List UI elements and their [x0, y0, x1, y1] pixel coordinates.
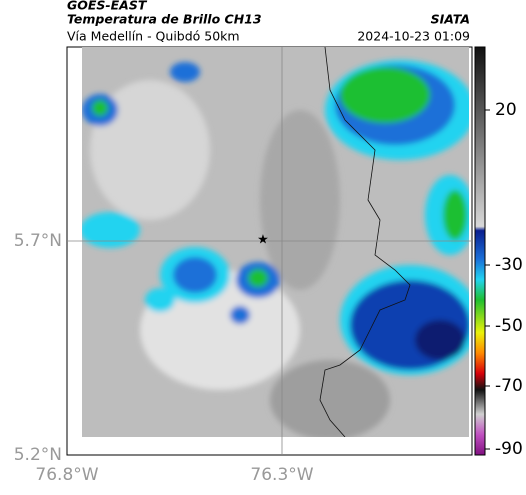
- colorbar: [474, 46, 486, 456]
- datetime: 2024-10-23 01:09: [357, 29, 470, 44]
- colorbar-tick-label: -90: [495, 439, 523, 459]
- city-marker: ★: [257, 233, 269, 248]
- location: Vía Medellín - Quibdó 50km: [67, 29, 240, 44]
- subtitle: Temperatura de Brillo CH13: [67, 12, 262, 27]
- lat-label: 5.7°N: [14, 231, 62, 251]
- lon-label: 76.8°W: [35, 465, 98, 485]
- satellite-image: [82, 47, 469, 437]
- title: GOES-EAST: [67, 0, 148, 13]
- colorbar-tick-label: 20: [495, 100, 517, 120]
- lon-label: 76.3°W: [250, 465, 313, 485]
- colorbar-tick-label: -30: [495, 255, 523, 275]
- colorbar-tick-label: -50: [495, 316, 523, 336]
- lat-label: 5.2°N: [14, 445, 62, 465]
- source: SIATA: [431, 12, 470, 27]
- colorbar-tick-label: -70: [495, 376, 523, 396]
